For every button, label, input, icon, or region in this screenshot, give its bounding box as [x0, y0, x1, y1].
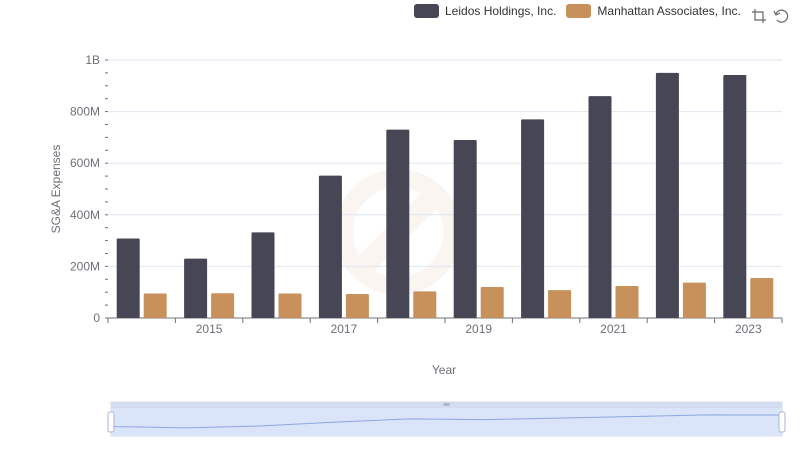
x-tick-label: 2019 [465, 322, 492, 336]
zoom-icon[interactable] [750, 7, 768, 25]
datazoom-move-handle[interactable] [443, 403, 450, 406]
legend-swatch-manhattan [566, 4, 592, 18]
bar-leidos-2022 [655, 72, 679, 319]
legend-label-manhattan: Manhattan Associates, Inc. [597, 4, 741, 18]
datazoom-selected-range [111, 408, 782, 436]
bar-leidos-2018 [386, 129, 410, 318]
bar-manhattan-2018 [413, 291, 437, 318]
bar-leidos-2023 [723, 74, 747, 319]
legend-item-manhattan[interactable]: Manhattan Associates, Inc. [566, 4, 741, 18]
bar-leidos-2017 [318, 175, 342, 318]
x-tick-label: 2021 [600, 322, 627, 336]
datazoom-preview-line [110, 414, 783, 429]
bar-manhattan-2019 [480, 287, 504, 318]
y-tick-label: 800M [70, 105, 100, 119]
bar-manhattan-2015 [211, 293, 235, 318]
y-tick-label: 600M [70, 156, 100, 170]
y-tick-label: 1B [85, 53, 100, 67]
legend-swatch-leidos [414, 4, 439, 18]
bar-manhattan-2020 [548, 290, 572, 318]
x-axis-label: Year [432, 363, 456, 377]
bar-manhattan-2023 [750, 278, 774, 318]
y-tick-label: 400M [70, 208, 100, 222]
bar-leidos-2020 [521, 119, 545, 318]
bar-leidos-2016 [251, 232, 275, 318]
x-tick-label: 2017 [331, 322, 358, 336]
x-tick-label: 2023 [735, 322, 762, 336]
bar-manhattan-2016 [278, 293, 302, 318]
y-tick-label: 200M [70, 259, 100, 273]
legend: Leidos Holdings, Inc. Manhattan Associat… [414, 4, 751, 18]
toolbox [746, 7, 790, 25]
bar-manhattan-2014 [143, 293, 167, 318]
x-tick-label: 2015 [196, 322, 223, 336]
bar-manhattan-2022 [682, 282, 706, 318]
restore-icon[interactable] [772, 7, 790, 25]
bar-leidos-2021 [588, 96, 612, 319]
datazoom-handle-right[interactable] [778, 411, 786, 433]
bar-manhattan-2021 [615, 286, 639, 318]
bar-leidos-2014 [116, 238, 140, 318]
y-axis-label: SG&A Expenses [49, 145, 63, 234]
legend-item-leidos[interactable]: Leidos Holdings, Inc. [414, 4, 556, 18]
bar-leidos-2015 [184, 258, 208, 318]
datazoom-handle-left[interactable] [107, 411, 115, 433]
bar-manhattan-2017 [345, 294, 369, 318]
y-tick-label: 0 [93, 311, 100, 325]
bar-leidos-2019 [453, 139, 477, 318]
legend-label-leidos: Leidos Holdings, Inc. [445, 4, 557, 18]
